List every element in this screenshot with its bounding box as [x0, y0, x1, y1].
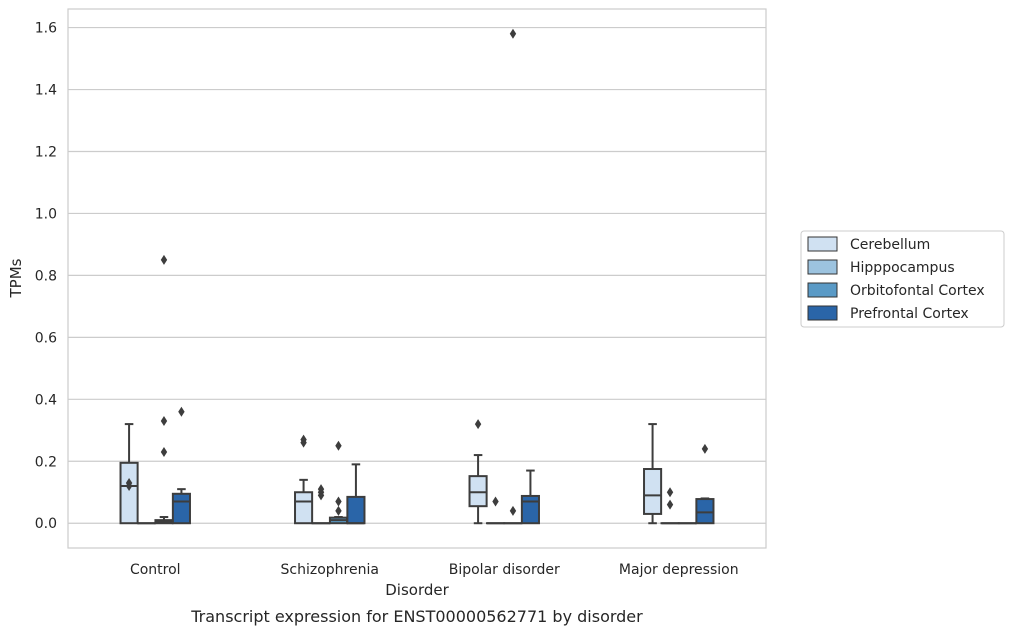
box — [171, 406, 191, 525]
outlier-point — [160, 254, 168, 265]
outlier-point — [474, 419, 482, 430]
box-body — [346, 495, 366, 525]
box — [520, 469, 540, 525]
outlier-point — [509, 505, 517, 516]
outlier-point — [666, 499, 674, 510]
y-tick-label: 0.2 — [35, 454, 57, 470]
x-tick-label: Major depression — [619, 562, 739, 578]
box-body — [643, 468, 663, 515]
box-body — [520, 494, 540, 525]
legend-swatch — [807, 282, 838, 298]
legend-label: Orbitofontal Cortex — [850, 283, 985, 299]
legend-frame — [800, 230, 1005, 328]
x-axis-label: Disorder — [385, 581, 449, 599]
box-body — [171, 492, 191, 525]
box-body — [119, 461, 139, 525]
box — [503, 28, 523, 525]
outlier-point — [509, 28, 517, 39]
box — [154, 254, 174, 525]
box — [695, 443, 715, 525]
outlier-point — [701, 443, 709, 454]
outlier-point — [178, 406, 185, 417]
y-tick-label: 1.0 — [35, 206, 57, 222]
outlier-point — [125, 477, 133, 488]
x-tick-label: Control — [130, 562, 181, 578]
box — [119, 423, 139, 525]
legend-label: Prefrontal Cortex — [850, 306, 969, 322]
y-tick-label: 0.0 — [35, 516, 57, 532]
x-tick-label: Bipolar disorder — [449, 562, 560, 578]
x-tick-label: Schizophrenia — [281, 562, 379, 578]
y-tick-label: 1.2 — [35, 144, 57, 160]
box — [311, 484, 331, 525]
y-tick-label: 1.4 — [35, 83, 57, 99]
outlier-point — [300, 434, 307, 445]
box-body — [695, 498, 715, 525]
chart-caption: Transcript expression for ENST0000056277… — [190, 607, 643, 626]
outlier-point — [335, 505, 342, 516]
y-axis-label: TPMs — [7, 258, 25, 298]
box — [328, 440, 349, 525]
y-tick-label: 0.8 — [35, 268, 57, 284]
outlier-point — [160, 446, 168, 457]
legend-swatch — [807, 305, 838, 321]
legend-swatch — [807, 236, 838, 252]
y-tick-label: 1.6 — [35, 21, 57, 37]
outlier-point — [666, 487, 674, 498]
box-series — [119, 28, 715, 525]
y-tick-label: 0.6 — [35, 330, 57, 346]
outlier-point — [335, 496, 342, 507]
plot-frame — [67, 8, 767, 549]
outlier-point — [335, 440, 342, 451]
outlier-point — [492, 496, 499, 507]
outlier-point — [160, 415, 168, 426]
outlier-point — [317, 484, 325, 495]
box — [643, 423, 663, 525]
box — [468, 419, 488, 525]
legend-label: Hipppocampus — [850, 260, 955, 276]
box — [346, 463, 366, 525]
box-body — [468, 475, 488, 508]
x-tick-labels: Control Schizophrenia Bipolar disorder Majo… — [130, 562, 739, 578]
legend: Cerebellum Hipppocampus Orbitofontal Corte… — [800, 230, 1005, 328]
legend-swatch — [807, 259, 838, 275]
box-body — [294, 491, 314, 525]
legend-label: Cerebellum — [850, 237, 930, 253]
y-tick-label: 0.4 — [35, 392, 57, 408]
y-tick-labels: 0.0 0.2 0.4 0.6 0.8 1.0 1.2 1.4 1.6 — [35, 21, 57, 533]
box — [294, 434, 314, 525]
